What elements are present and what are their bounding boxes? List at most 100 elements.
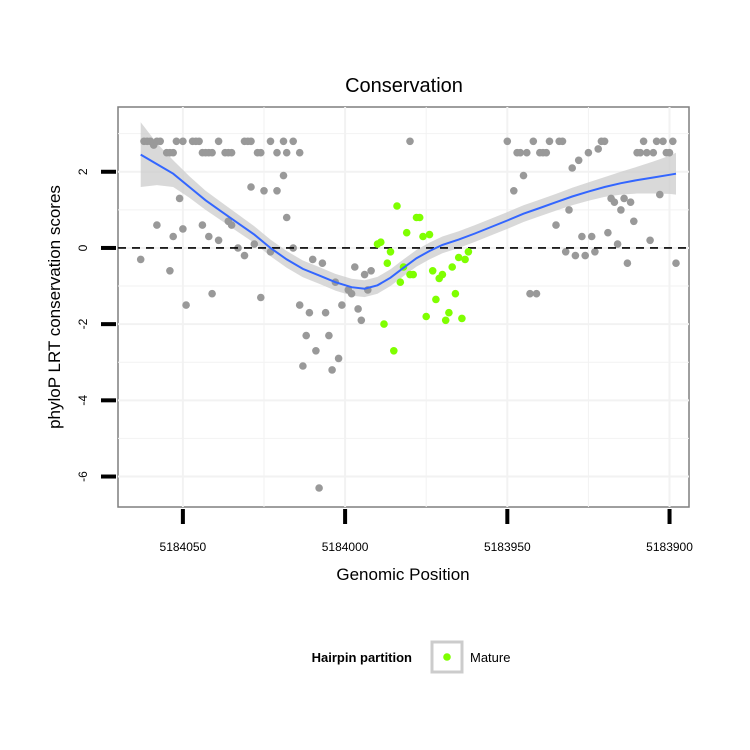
data-point [558, 137, 567, 146]
data-point [302, 331, 311, 340]
data-point-mature [464, 248, 473, 256]
data-point [620, 194, 628, 203]
data-point [636, 148, 645, 157]
x-tick-label: 5184050 [160, 540, 207, 554]
data-point [214, 137, 223, 146]
data-point [179, 137, 187, 146]
data-point [503, 137, 512, 146]
data-point [351, 263, 359, 271]
plot-background [117, 106, 690, 508]
plot-area [117, 106, 690, 508]
data-point-mature [425, 230, 434, 239]
data-point [208, 148, 216, 157]
x-tick-label: 5183900 [646, 540, 693, 554]
data-point [279, 137, 288, 146]
chart-title: Conservation [345, 75, 463, 97]
data-point [334, 354, 343, 363]
data-point [568, 164, 576, 172]
data-point [357, 316, 366, 325]
data-point-mature [461, 255, 469, 264]
data-point-mature [380, 320, 388, 328]
data-point [571, 251, 580, 260]
data-point-mature [422, 312, 431, 321]
data-point [338, 301, 346, 309]
data-point [665, 148, 674, 157]
data-point [182, 301, 190, 309]
data-point [649, 148, 658, 157]
data-point [214, 236, 223, 245]
data-point [312, 347, 320, 355]
data-point [257, 293, 265, 302]
data-point [273, 187, 281, 195]
data-point [630, 217, 638, 226]
data-point [526, 289, 534, 298]
data-point [406, 137, 414, 146]
data-point [328, 366, 336, 374]
legend-title: Hairpin partition [312, 650, 412, 665]
data-point [172, 137, 181, 146]
data-point [623, 259, 632, 268]
data-point [136, 255, 145, 264]
data-point [552, 221, 560, 229]
data-point [153, 221, 161, 229]
data-point [289, 137, 298, 146]
data-point [227, 221, 236, 229]
data-point-mature [396, 278, 405, 287]
data-point [565, 206, 573, 214]
data-point [305, 308, 314, 317]
data-point [169, 148, 177, 157]
data-point [610, 198, 619, 206]
data-point [659, 137, 667, 146]
data-point-mature [419, 232, 427, 241]
confidence-band [140, 122, 676, 298]
y-axis-title: phyloP LRT conservation scores [45, 185, 64, 429]
data-point-mature [454, 253, 463, 262]
data-point [295, 148, 304, 157]
y-tick-label: -4 [76, 395, 90, 406]
data-point-mature [428, 267, 437, 275]
legend-key-mature [443, 653, 451, 661]
data-point [639, 137, 648, 146]
data-point [669, 137, 677, 146]
data-point [652, 137, 661, 146]
data-point [656, 190, 664, 199]
data-point [198, 221, 207, 229]
data-point-mature [402, 228, 411, 237]
data-point-mature [451, 289, 460, 298]
smooth-fit-line [140, 153, 677, 290]
data-point [279, 171, 288, 180]
data-point [247, 137, 255, 146]
data-point [195, 137, 203, 146]
data-point-mature [383, 259, 392, 268]
data-point [542, 148, 551, 157]
data-point [510, 187, 518, 195]
data-point [516, 148, 525, 157]
legend-label-mature: Mature [470, 650, 510, 665]
data-point [532, 289, 541, 298]
data-point [260, 187, 268, 195]
y-tick-label: -6 [76, 471, 90, 482]
data-point [175, 194, 184, 203]
data-point [321, 308, 330, 317]
x-axis: 5184050 5184000 5183950 5183900 [160, 509, 693, 554]
data-point [282, 148, 291, 157]
y-tick-label: 2 [76, 168, 90, 175]
data-point [587, 232, 596, 241]
data-point [299, 362, 307, 370]
data-point [347, 289, 356, 298]
x-tick-label: 5184000 [322, 540, 369, 554]
data-point-mature [409, 270, 418, 279]
data-point [308, 255, 317, 264]
y-tick-label: 0 [76, 244, 90, 251]
data-point-mature [390, 347, 398, 355]
data-point [282, 213, 291, 222]
y-tick-label: -2 [76, 318, 90, 329]
data-point-mature [377, 238, 385, 246]
data-point [250, 240, 259, 248]
data-point [529, 137, 538, 146]
x-axis-title: Genomic Position [336, 565, 469, 584]
data-point [626, 198, 635, 206]
y-axis: 2 0 -2 -4 -6 [76, 168, 116, 482]
data-point [166, 267, 174, 275]
